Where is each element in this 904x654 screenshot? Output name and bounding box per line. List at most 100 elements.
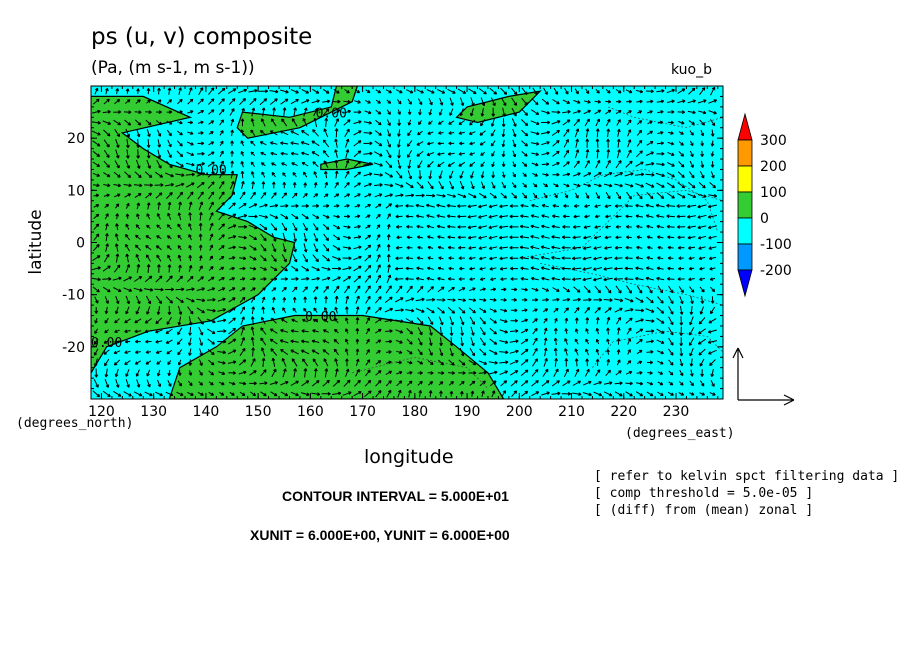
wind-vector	[144, 275, 153, 283]
wind-vector	[146, 213, 151, 220]
wind-vector	[313, 117, 318, 128]
wind-vector	[520, 214, 529, 218]
wind-vector	[313, 171, 318, 178]
wind-vector	[489, 308, 497, 313]
wind-vector	[290, 89, 299, 94]
wind-vector	[374, 151, 383, 157]
wind-vector	[615, 214, 622, 219]
wind-vector	[312, 214, 320, 219]
wind-vector	[208, 87, 215, 95]
wind-vector	[113, 287, 122, 292]
wind-vector	[592, 267, 603, 271]
wind-vector	[657, 360, 664, 365]
x-tick-label: 210	[558, 404, 585, 420]
wind-vector	[249, 381, 257, 386]
wind-vector	[585, 317, 590, 325]
wind-vector	[458, 161, 466, 167]
chart-title: ps (u, v) composite	[91, 24, 313, 50]
wind-vector	[363, 182, 372, 187]
wind-vector	[353, 140, 362, 147]
wind-vector	[302, 358, 309, 367]
wind-vector	[668, 370, 674, 376]
wind-vector	[332, 109, 341, 115]
wind-vector	[134, 360, 142, 365]
wind-vector	[259, 98, 268, 106]
wind-vector	[688, 87, 696, 95]
wind-vector	[689, 160, 694, 168]
wind-vector	[573, 204, 580, 208]
wind-vector	[271, 357, 276, 368]
wind-vector	[646, 381, 654, 386]
wind-vector	[676, 225, 686, 229]
wind-vector	[334, 181, 339, 189]
wind-vector	[499, 329, 508, 334]
wind-vector	[134, 329, 142, 334]
wind-vector	[625, 224, 632, 229]
wind-vector	[291, 358, 298, 367]
wind-vector	[572, 380, 582, 386]
wind-vector	[624, 276, 634, 281]
wind-vector	[342, 276, 352, 282]
wind-vector	[228, 338, 237, 345]
wind-vector	[198, 381, 204, 386]
wind-vector	[364, 110, 372, 115]
wind-vector	[177, 370, 182, 376]
wind-vector	[624, 172, 634, 177]
wind-vector	[667, 391, 674, 396]
wind-vector	[697, 338, 707, 345]
wind-vector	[394, 183, 404, 188]
wind-vector	[447, 224, 456, 229]
wind-vector	[217, 350, 226, 355]
wind-vector	[636, 129, 643, 136]
wind-vector	[354, 193, 361, 198]
wind-vector	[114, 368, 119, 378]
wind-vector	[363, 151, 373, 156]
wind-vector	[157, 264, 161, 273]
wind-vector	[438, 180, 444, 190]
wind-vector	[606, 316, 611, 325]
wind-vector	[678, 151, 685, 157]
wind-vector	[397, 149, 401, 159]
wind-vector	[415, 308, 425, 313]
wind-vector	[605, 118, 611, 127]
wind-vector	[136, 213, 140, 220]
wind-vector	[690, 140, 694, 147]
reference-vector	[732, 347, 795, 406]
wind-vector	[593, 297, 603, 302]
wind-vector	[342, 266, 352, 271]
wind-vector	[157, 202, 161, 210]
wind-vector	[322, 88, 330, 94]
wind-vector	[270, 162, 277, 166]
wind-vector	[188, 212, 192, 221]
wind-vector	[468, 88, 477, 95]
wind-vector	[125, 379, 130, 388]
wind-vector	[606, 358, 611, 366]
wind-vector	[562, 380, 571, 387]
wind-vector	[290, 349, 299, 355]
positive-region	[455, 90, 542, 124]
wind-vector	[657, 285, 663, 294]
wind-vector	[301, 265, 310, 272]
wind-vector	[699, 171, 705, 179]
wind-vector	[177, 223, 183, 230]
wind-vector	[250, 191, 256, 200]
wind-vector	[332, 234, 341, 241]
wind-vector	[354, 379, 361, 387]
wind-vector	[605, 214, 611, 219]
wind-vector	[113, 119, 122, 126]
y-axis-label: latitude	[26, 209, 46, 275]
wind-vector	[155, 295, 162, 305]
wind-vector	[427, 360, 434, 365]
wind-vector	[677, 245, 685, 250]
colorbar-cap-top	[737, 112, 753, 141]
wind-vector	[624, 297, 634, 303]
wind-vector	[687, 99, 696, 104]
wind-vector	[365, 359, 371, 366]
wind-vector	[564, 192, 569, 199]
wind-vector	[418, 98, 423, 106]
wind-vector	[614, 391, 623, 397]
wind-vector	[699, 358, 705, 367]
colorbar-segment	[737, 139, 753, 167]
wind-vector	[624, 308, 634, 312]
wind-vector	[417, 371, 423, 375]
